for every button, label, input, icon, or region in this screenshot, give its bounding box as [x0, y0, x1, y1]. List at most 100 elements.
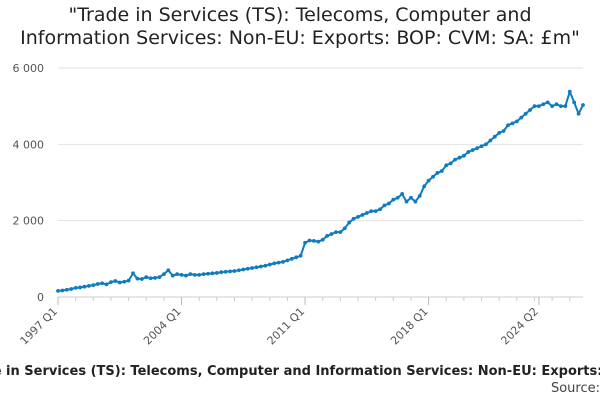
data-point-114 — [559, 104, 563, 109]
data-point-43 — [245, 266, 250, 271]
data-point-50 — [276, 260, 281, 265]
data-point-11 — [104, 282, 109, 287]
data-point-3 — [69, 287, 74, 291]
data-point-0 — [56, 288, 60, 293]
x-tick-label-1: 2004 Q1 — [141, 305, 184, 348]
data-point-24 — [161, 272, 166, 276]
data-point-41 — [236, 268, 241, 273]
data-point-29 — [184, 273, 188, 278]
data-point-45 — [254, 265, 259, 270]
x-tick-label-3: 2018 Q1 — [388, 305, 431, 348]
data-point-101 — [501, 129, 506, 133]
x-tick-label-2: 2011 Q1 — [265, 305, 308, 348]
data-point-8 — [91, 283, 96, 288]
data-point-112 — [550, 104, 555, 109]
data-point-62 — [329, 232, 334, 236]
data-point-66 — [347, 220, 352, 225]
data-point-94 — [470, 148, 475, 152]
data-point-58 — [311, 238, 316, 243]
data-point-42 — [241, 267, 246, 272]
data-point-31 — [192, 272, 197, 277]
data-point-72 — [373, 209, 378, 214]
chart-title-line-1: "Trade in Services (TS): Telecoms, Compu… — [68, 4, 532, 26]
data-point-81 — [413, 199, 418, 204]
data-point-12 — [109, 280, 113, 285]
data-point-107 — [528, 108, 532, 112]
data-point-100 — [497, 130, 502, 135]
data-point-93 — [466, 150, 471, 154]
data-point-67 — [351, 216, 356, 221]
data-point-6 — [82, 284, 87, 289]
data-point-56 — [303, 240, 307, 245]
data-point-2 — [64, 287, 69, 292]
data-point-60 — [320, 237, 325, 242]
data-point-74 — [382, 203, 387, 208]
data-point-73 — [378, 207, 382, 212]
data-point-39 — [228, 269, 232, 274]
data-point-4 — [73, 285, 78, 290]
data-point-117 — [572, 100, 577, 105]
y-tick-label-2: 4 000 — [13, 138, 45, 151]
data-point-22 — [153, 276, 157, 280]
data-point-95 — [475, 146, 480, 151]
data-point-104 — [514, 119, 519, 124]
data-point-55 — [298, 253, 303, 258]
data-point-14 — [117, 280, 122, 285]
data-point-21 — [148, 276, 153, 281]
data-point-52 — [285, 258, 290, 263]
y-tick-label-3: 6 000 — [13, 62, 45, 75]
data-point-88 — [444, 163, 449, 168]
y-tick-label-1: 2 000 — [13, 215, 45, 228]
data-point-113 — [554, 102, 559, 107]
data-point-110 — [541, 102, 546, 107]
data-point-97 — [484, 142, 488, 147]
chart-title-line-2: Information Services: Non-EU: Exports: B… — [20, 27, 580, 49]
series-line — [57, 90, 584, 292]
data-point-44 — [250, 266, 255, 270]
data-point-89 — [448, 161, 453, 166]
data-point-18 — [135, 276, 140, 281]
data-point-53 — [289, 256, 294, 261]
data-point-47 — [263, 263, 268, 268]
data-point-108 — [532, 104, 537, 109]
data-point-119 — [581, 103, 585, 107]
data-point-63 — [334, 230, 338, 235]
data-point-28 — [179, 272, 184, 277]
data-point-40 — [232, 269, 237, 273]
data-point-87 — [439, 169, 444, 173]
data-point-9 — [95, 282, 100, 286]
data-point-115 — [563, 104, 568, 109]
data-point-36 — [214, 271, 219, 275]
data-point-57 — [307, 238, 312, 243]
data-point-109 — [536, 104, 541, 109]
data-point-20 — [144, 275, 149, 280]
data-point-99 — [492, 134, 497, 139]
data-point-96 — [479, 144, 484, 149]
x-tick-label-0: 1997 Q1 — [18, 305, 61, 348]
footer-series-label: "Trade in Services (TS): Telecoms, Compu… — [0, 364, 600, 379]
data-point-5 — [78, 285, 82, 290]
data-point-78 — [400, 192, 405, 196]
data-point-91 — [457, 155, 462, 160]
data-point-65 — [342, 226, 347, 231]
data-point-35 — [210, 271, 215, 276]
data-point-37 — [219, 270, 224, 275]
data-point-64 — [338, 230, 343, 235]
data-point-80 — [409, 195, 413, 200]
data-point-15 — [122, 279, 127, 284]
data-point-26 — [170, 273, 175, 278]
data-point-10 — [100, 281, 105, 286]
data-point-30 — [188, 272, 193, 276]
data-point-106 — [523, 111, 528, 116]
data-point-79 — [404, 199, 409, 204]
data-point-25 — [166, 268, 171, 273]
chart-title: "Trade in Services (TS): Telecoms, Compu… — [0, 4, 600, 50]
data-point-85 — [431, 174, 435, 179]
y-tick-label-0: 0 — [37, 291, 44, 304]
data-point-59 — [316, 239, 321, 244]
data-point-76 — [391, 197, 396, 202]
data-point-90 — [453, 157, 457, 162]
x-tick-label-4: 2024 Q2 — [498, 305, 541, 348]
data-point-46 — [259, 264, 263, 269]
